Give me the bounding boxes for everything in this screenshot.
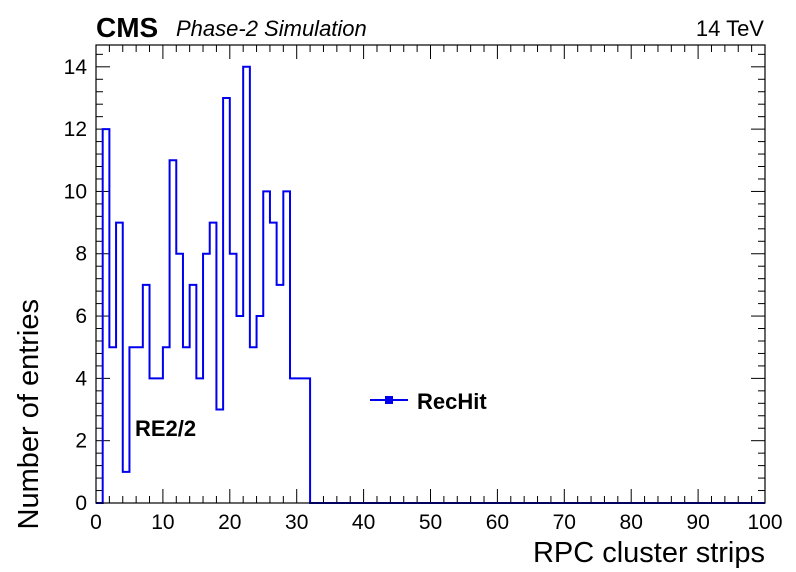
legend: RecHit <box>370 389 487 414</box>
x-tick-label: 60 <box>486 511 509 534</box>
x-tick-label: 40 <box>352 511 375 534</box>
x-tick-label: 20 <box>218 511 241 534</box>
x-tick-label: 50 <box>419 511 442 534</box>
x-tick-label: 0 <box>90 511 102 534</box>
x-axis-ticks <box>95 45 766 503</box>
y-tick-label: 12 <box>64 118 87 141</box>
region-annotation: RE2/2 <box>135 416 196 441</box>
x-tick-label: 80 <box>620 511 643 534</box>
y-axis-tick-labels: 0 2 4 6 8 10 12 14 <box>64 56 88 515</box>
x-tick-label: 10 <box>151 511 174 534</box>
y-axis-ticks <box>96 53 765 504</box>
x-tick-label: 100 <box>747 511 782 534</box>
legend-label-rechit: RecHit <box>417 389 487 414</box>
x-tick-label: 90 <box>686 511 709 534</box>
y-tick-label: 6 <box>75 305 87 328</box>
x-axis-tick-labels: 0 10 20 30 40 50 60 70 80 90 100 <box>90 511 782 534</box>
y-tick-label: 10 <box>64 180 87 203</box>
x-axis-title: RPC cluster strips <box>533 537 765 569</box>
legend-marker-rechit <box>385 396 393 404</box>
energy-label: 14 TeV <box>696 16 764 41</box>
y-tick-label: 0 <box>75 492 87 515</box>
x-tick-label: 70 <box>553 511 576 534</box>
plot-frame <box>95 44 766 504</box>
y-tick-label: 14 <box>64 56 88 79</box>
y-axis-title: Number of entries <box>13 299 45 530</box>
y-tick-label: 4 <box>75 367 87 390</box>
y-tick-label: 2 <box>75 430 87 453</box>
simulation-label: Phase-2 Simulation <box>176 16 367 41</box>
histogram-line-rechit <box>96 65 765 504</box>
y-tick-label: 8 <box>75 243 87 266</box>
cms-label: CMS <box>96 12 158 43</box>
x-tick-label: 30 <box>285 511 308 534</box>
